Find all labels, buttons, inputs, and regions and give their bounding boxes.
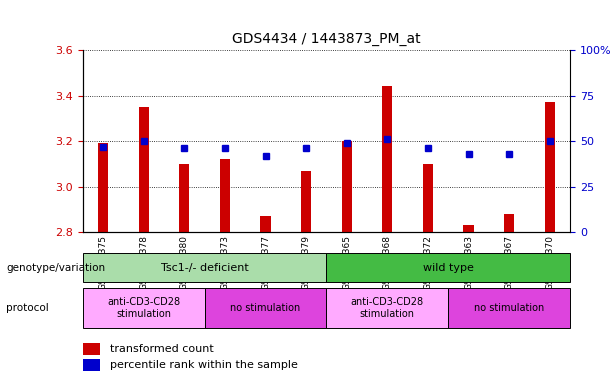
Bar bbox=[179, 164, 189, 232]
Bar bbox=[220, 159, 230, 232]
Text: protocol: protocol bbox=[6, 303, 49, 313]
Bar bbox=[341, 141, 352, 232]
Bar bbox=[83, 343, 100, 355]
Text: anti-CD3-CD28
stimulation: anti-CD3-CD28 stimulation bbox=[351, 297, 424, 319]
Bar bbox=[463, 225, 474, 232]
Text: anti-CD3-CD28
stimulation: anti-CD3-CD28 stimulation bbox=[107, 297, 180, 319]
Text: percentile rank within the sample: percentile rank within the sample bbox=[110, 360, 297, 370]
Text: transformed count: transformed count bbox=[110, 344, 213, 354]
Bar bbox=[327, 288, 448, 328]
Bar bbox=[327, 253, 570, 282]
Bar bbox=[83, 288, 205, 328]
Bar bbox=[261, 216, 270, 232]
Bar bbox=[545, 103, 555, 232]
Text: no stimulation: no stimulation bbox=[230, 303, 300, 313]
Text: wild type: wild type bbox=[423, 263, 474, 273]
Text: genotype/variation: genotype/variation bbox=[6, 263, 105, 273]
Text: no stimulation: no stimulation bbox=[474, 303, 544, 313]
Bar bbox=[448, 288, 570, 328]
Bar bbox=[301, 171, 311, 232]
Title: GDS4434 / 1443873_PM_at: GDS4434 / 1443873_PM_at bbox=[232, 32, 421, 46]
Bar bbox=[205, 288, 327, 328]
Bar bbox=[383, 86, 392, 232]
Bar bbox=[504, 214, 514, 232]
Bar bbox=[83, 253, 327, 282]
Bar bbox=[139, 107, 149, 232]
Bar bbox=[423, 164, 433, 232]
Bar bbox=[83, 359, 100, 371]
Text: Tsc1-/- deficient: Tsc1-/- deficient bbox=[161, 263, 248, 273]
Bar bbox=[98, 143, 108, 232]
